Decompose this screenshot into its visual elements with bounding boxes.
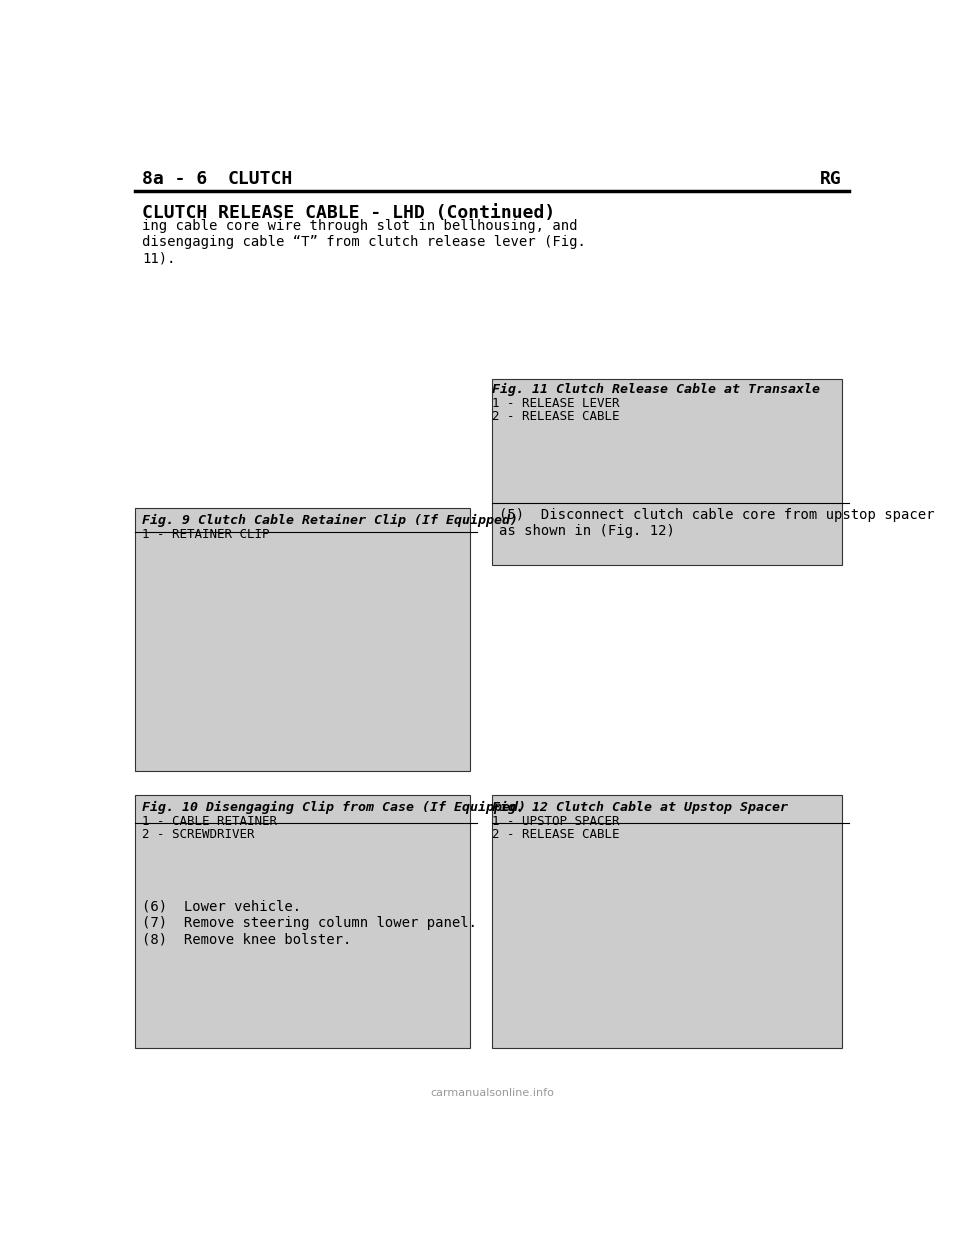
Text: 2 - RELEASE CABLE: 2 - RELEASE CABLE [492,410,619,424]
Text: 1 - RETAINER CLIP: 1 - RETAINER CLIP [142,528,270,540]
Bar [492,379,842,565]
Text: Fig. 12 Clutch Cable at Upstop Spacer: Fig. 12 Clutch Cable at Upstop Spacer [492,801,788,815]
Text: (6)  Lower vehicle.
(7)  Remove steering column lower panel.
(8)  Remove knee bo: (6) Lower vehicle. (7) Remove steering c… [142,899,477,946]
Text: 1 - UPSTOP SPACER: 1 - UPSTOP SPACER [492,815,619,827]
Text: Fig. 9 Clutch Cable Retainer Clip (If Equipped): Fig. 9 Clutch Cable Retainer Clip (If Eq… [142,514,518,528]
Text: 1 - CABLE RETAINER: 1 - CABLE RETAINER [142,815,277,827]
Text: ing cable core wire through slot in bellhousing, and
disengaging cable “T” from : ing cable core wire through slot in bell… [142,219,587,266]
Text: CLUTCH RELEASE CABLE - LHD (Continued): CLUTCH RELEASE CABLE - LHD (Continued) [142,204,556,221]
Text: 1 - RELEASE LEVER: 1 - RELEASE LEVER [492,396,619,410]
Bar [492,795,842,1048]
Bar [134,508,469,770]
Text: carmanualsonline.info: carmanualsonline.info [430,1088,554,1098]
Text: RG: RG [820,170,842,188]
Text: (5)  Disconnect clutch cable core from upstop spacer
as shown in (Fig. 12): (5) Disconnect clutch cable core from up… [499,508,935,538]
Bar [134,795,469,1048]
Text: Fig. 11 Clutch Release Cable at Transaxle: Fig. 11 Clutch Release Cable at Transaxl… [492,384,820,396]
Text: 2 - RELEASE CABLE: 2 - RELEASE CABLE [492,828,619,841]
Text: Fig. 10 Disengaging Clip from Case (If Equipped): Fig. 10 Disengaging Clip from Case (If E… [142,801,526,815]
Text: CLUTCH: CLUTCH [228,170,293,188]
Text: 2 - SCREWDRIVER: 2 - SCREWDRIVER [142,828,254,841]
Text: 8a - 6: 8a - 6 [142,170,207,188]
